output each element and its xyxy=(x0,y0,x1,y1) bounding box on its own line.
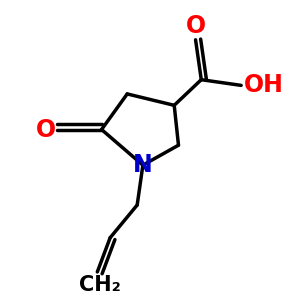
Text: CH₂: CH₂ xyxy=(79,275,121,295)
Text: O: O xyxy=(36,118,56,142)
Text: O: O xyxy=(185,14,206,38)
Text: N: N xyxy=(133,153,153,177)
Text: OH: OH xyxy=(244,74,284,98)
